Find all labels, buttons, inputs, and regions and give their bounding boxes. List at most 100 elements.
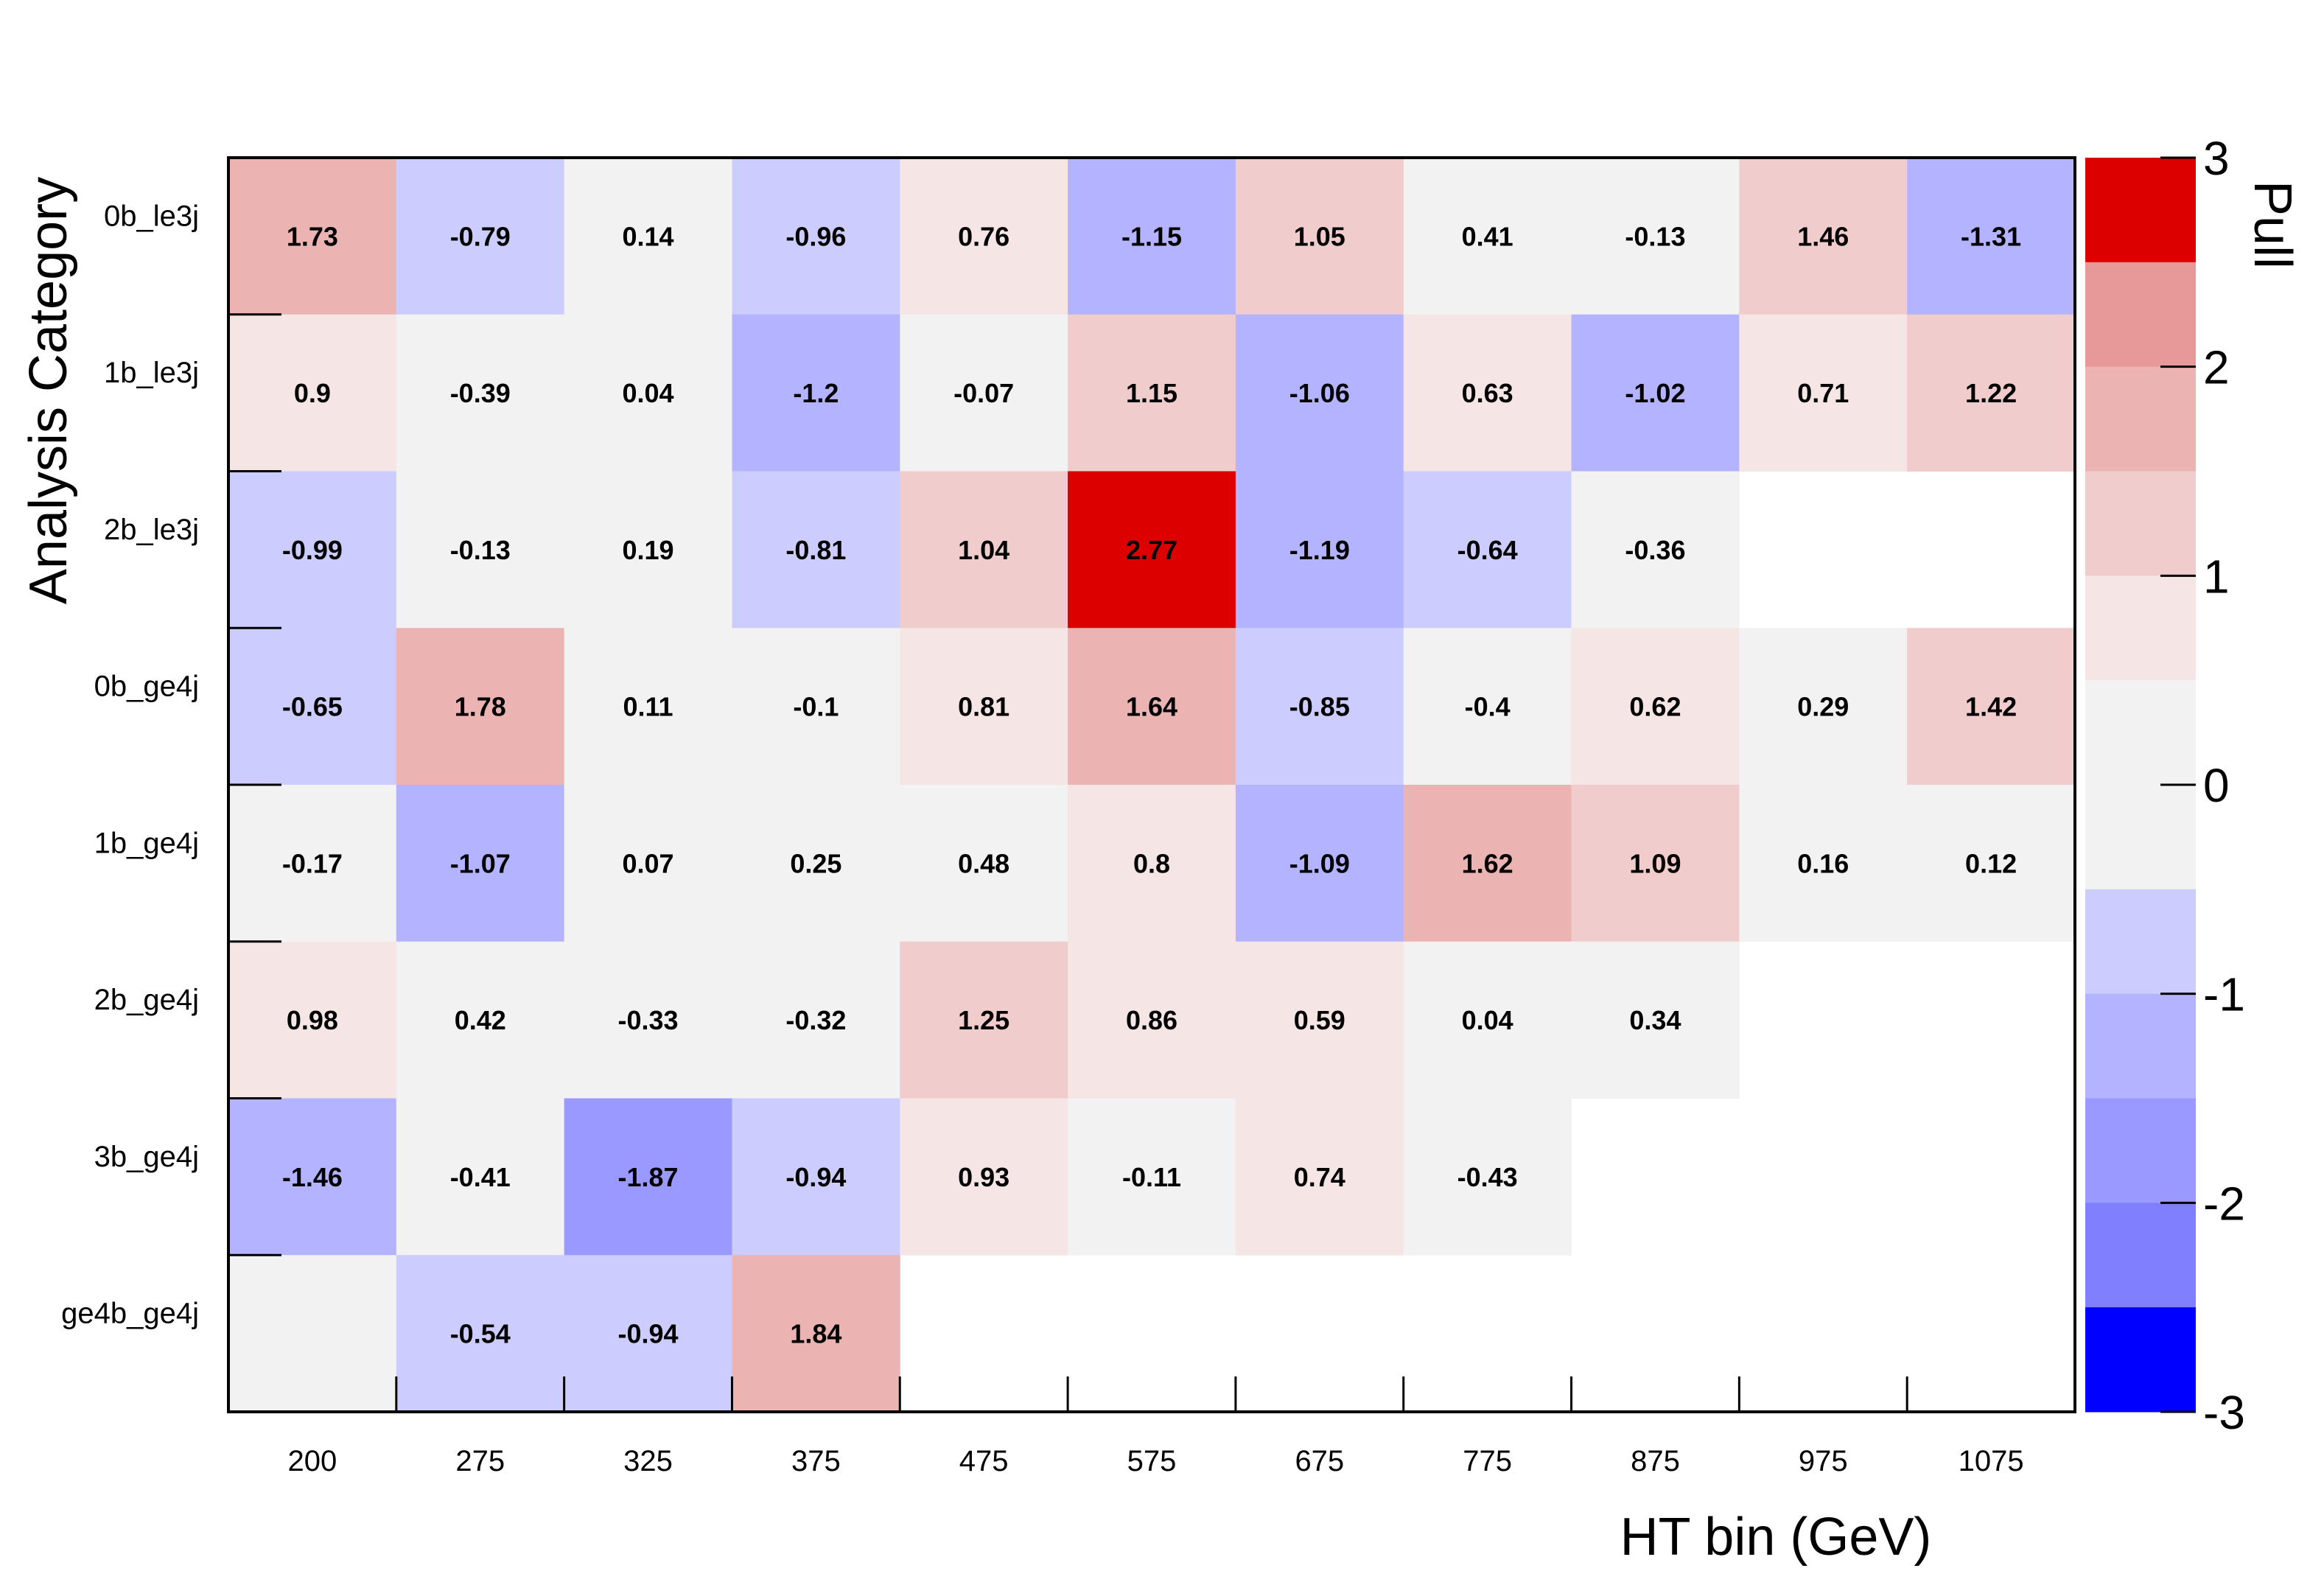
heatmap-cell — [564, 785, 732, 942]
heatmap-cell — [564, 941, 732, 1099]
heatmap-cell — [900, 785, 1068, 942]
cell-value-label: 0.81 — [958, 692, 1009, 722]
cell-value-label: -1.15 — [1121, 221, 1182, 251]
cell-value-label: 0.25 — [790, 848, 841, 878]
colorbar-segment — [2085, 889, 2196, 995]
cell-value-label: 0.04 — [623, 378, 674, 408]
heatmap-cell — [1571, 628, 1740, 785]
cell-value-label: -0.17 — [282, 848, 343, 878]
cell-value-label: 0.86 — [1126, 1005, 1177, 1035]
heatmap-cell — [1739, 314, 1908, 472]
heatmap-cell — [396, 471, 565, 629]
cell-value-label: -1.2 — [793, 378, 839, 408]
heatmap-cell — [1403, 941, 1572, 1099]
cell-value-label: -1.87 — [618, 1162, 679, 1192]
cell-value-label: 1.05 — [1294, 221, 1345, 251]
heatmap-cell — [1403, 1098, 1572, 1256]
cell-value-label: -0.85 — [1289, 692, 1350, 722]
heatmap-cell — [396, 1098, 565, 1256]
cell-value-label: -0.81 — [785, 535, 846, 565]
cell-value-label: 1.09 — [1629, 848, 1681, 878]
colorbar-segment — [2085, 1307, 2196, 1413]
heatmap-cell — [396, 628, 565, 785]
cell-value-label: -0.99 — [282, 535, 343, 565]
cell-value-label: 0.16 — [1797, 848, 1849, 878]
cell-value-label: 0.76 — [958, 221, 1009, 251]
heatmap-cell-labels: 1.73 -0.79 0.14 -0.96 0.76 -1.15 1.05 0.41 -0.13… — [282, 221, 2021, 1348]
heatmap-cell — [1403, 785, 1572, 942]
heatmap-cell — [732, 1255, 900, 1413]
x-tick-label: 875 — [1631, 1445, 1680, 1477]
cell-value-label: -1.06 — [1289, 378, 1350, 408]
colorbar-tick-label: -2 — [2203, 1177, 2245, 1230]
cell-value-label: 0.07 — [623, 848, 674, 878]
y-tick-label: 1b_ge4j — [94, 827, 199, 859]
x-axis-title: HT bin (GeV) — [1620, 1508, 1932, 1567]
cell-value-label: -1.19 — [1289, 535, 1350, 565]
y-axis: 0b_le3j 1b_le3j 2b_le3j 0b_ge4j 1b_ge4j 2b_ge… — [61, 156, 281, 1413]
x-tick-label: 375 — [791, 1445, 841, 1477]
colorbar-tick-label: 3 — [2203, 132, 2230, 185]
cell-value-label: -0.94 — [618, 1319, 679, 1349]
cell-value-label: 0.14 — [623, 221, 674, 251]
heatmap-cell — [228, 941, 397, 1099]
cell-value-label: -0.79 — [450, 221, 511, 251]
colorbar-tick-label: 0 — [2203, 759, 2230, 812]
cell-value-label: -0.1 — [793, 692, 839, 722]
colorbar: 3 2 1 0 -1 -2 -3 — [2085, 132, 2245, 1439]
cell-value-label: 1.46 — [1797, 221, 1849, 251]
cell-value-label: -1.07 — [450, 848, 511, 878]
heatmap-cell — [1235, 628, 1404, 785]
x-tick-label: 1075 — [1959, 1445, 2024, 1477]
x-tick-label: 200 — [288, 1445, 337, 1477]
cell-value-label: 0.29 — [1797, 692, 1849, 722]
colorbar-segment — [2085, 471, 2196, 576]
heatmap-cell — [732, 941, 900, 1099]
heatmap-cell — [1907, 158, 2076, 315]
heatmap-cell — [732, 314, 900, 472]
heatmap-cell — [228, 1098, 397, 1256]
heatmap-cell — [564, 1098, 732, 1256]
cell-value-label: -0.4 — [1465, 692, 1511, 722]
heatmap-cell — [1403, 471, 1572, 629]
heatmap-cell — [564, 628, 732, 785]
cell-value-label: -1.46 — [282, 1162, 343, 1192]
cell-value-label: -0.41 — [450, 1162, 511, 1192]
x-axis: 200 275 325 375 475 575 675 775 875 975 1075 — [227, 1376, 2076, 1477]
heatmap-cell — [1403, 158, 1572, 315]
heatmap-cell — [228, 628, 397, 785]
heatmap-cell — [900, 314, 1068, 472]
heatmap-cell — [1571, 941, 1740, 1099]
cell-value-label: 0.19 — [623, 535, 674, 565]
colorbar-segment — [2085, 158, 2196, 263]
heatmap-cell — [396, 785, 565, 942]
heatmap-cell — [1235, 158, 1404, 315]
heatmap-cell — [1571, 471, 1740, 629]
heatmap-cell — [396, 158, 565, 315]
heatmap-cell — [1235, 471, 1404, 629]
y-tick-label: 2b_ge4j — [94, 984, 199, 1016]
heatmap-cell — [396, 941, 565, 1099]
heatmap-cell — [900, 941, 1068, 1099]
cell-value-label: 1.78 — [455, 692, 506, 722]
heatmap-cell — [1068, 314, 1236, 472]
cell-value-label: 1.22 — [1965, 378, 2017, 408]
heatmap-cell — [228, 158, 397, 315]
cell-value-label: 0.62 — [1629, 692, 1681, 722]
heatmap-cell — [228, 314, 397, 472]
cell-value-label: 0.98 — [287, 1005, 338, 1035]
colorbar-segment — [2085, 993, 2196, 1099]
heatmap-cell — [732, 471, 900, 629]
cell-value-label: 1.73 — [287, 221, 338, 251]
x-tick-label: 275 — [455, 1445, 505, 1477]
cell-value-label: 1.62 — [1462, 848, 1513, 878]
heatmap-cell — [228, 785, 397, 942]
cell-value-label: -0.07 — [953, 378, 1014, 408]
cell-value-label: -0.54 — [450, 1319, 511, 1349]
heatmap-cell — [228, 471, 397, 629]
cell-value-label: 0.63 — [1462, 378, 1513, 408]
cell-value-label: 0.42 — [455, 1005, 506, 1035]
colorbar-tick-label: 2 — [2203, 341, 2230, 394]
cell-value-label: 1.42 — [1965, 692, 2017, 722]
